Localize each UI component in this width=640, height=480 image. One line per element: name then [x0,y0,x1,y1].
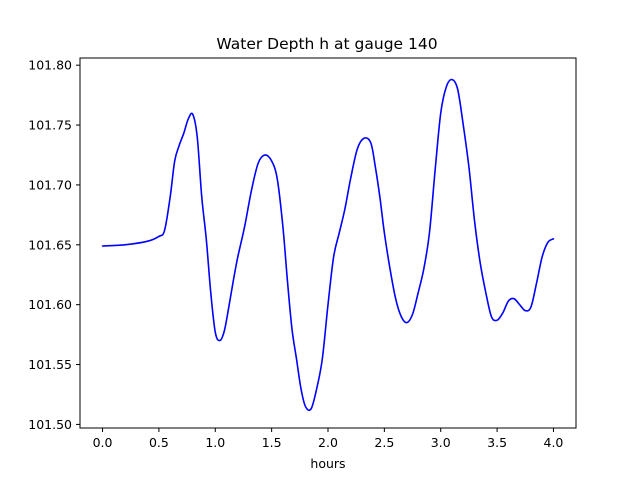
x-tick-label: 3.0 [431,435,451,450]
plot-area [101,78,555,412]
x-tick-label: 1.0 [205,435,225,450]
x-tick-label: 0.5 [149,435,169,450]
y-axis: 101.50 101.55 101.60 101.65 101.70 101.75 101.… [28,58,80,432]
y-tick-label: 101.55 [28,357,72,372]
y-tick-label: 101.75 [28,118,72,133]
x-tick-label: 2.5 [374,435,394,450]
plot-frame [79,57,577,429]
y-tick-label: 101.60 [28,297,72,312]
x-tick-label: 0.0 [93,435,113,450]
x-tick-label: 3.5 [487,435,507,450]
x-axis-label: hours [310,456,345,471]
x-tick-label: 1.5 [262,435,282,450]
x-axis: 0.0 0.5 1.0 1.5 2.0 2.5 3.0 3.5 4.0 [93,428,564,450]
y-tick-label: 101.65 [28,237,72,252]
chart-title: Water Depth h at gauge 140 [216,35,437,53]
y-tick-label: 101.80 [28,58,72,73]
y-tick-label: 101.50 [28,417,72,432]
x-tick-label: 4.0 [544,435,564,450]
y-tick-label: 101.70 [28,177,72,192]
x-tick-label: 2.0 [318,435,338,450]
series-line-water-depth [101,78,555,412]
